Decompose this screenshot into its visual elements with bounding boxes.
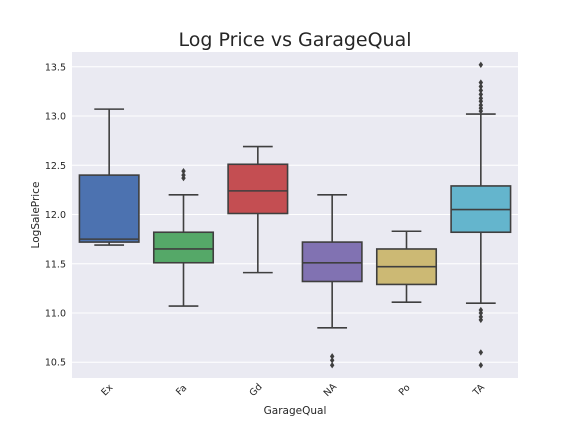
outlier-point (478, 349, 484, 356)
x-axis-label: GarageQual (264, 405, 327, 417)
box-ex (78, 108, 140, 246)
x-tick-label: Ex (99, 382, 115, 398)
outlier-point (478, 101, 484, 109)
boxes (78, 61, 512, 369)
chart-title: Log Price vs GarageQual (178, 29, 411, 51)
x-tick-label: NA (322, 381, 340, 399)
box-gd (227, 145, 289, 274)
outlier-point (478, 91, 484, 98)
outlier-point (478, 313, 484, 321)
x-tick-label: Po (397, 382, 413, 398)
y-tick-label: 11.5 (45, 259, 66, 270)
box-na (301, 194, 363, 369)
outlier-point (181, 167, 186, 175)
y-tick-label: 12.0 (45, 210, 66, 221)
iqr-box (227, 163, 289, 215)
outlier-point (478, 306, 484, 314)
box-ta (450, 61, 512, 369)
y-tick-label: 11.0 (45, 308, 66, 319)
outlier-point (181, 171, 186, 179)
x-tick-label: TA (470, 382, 487, 399)
outlier-point (329, 353, 335, 360)
y-tick-labels: 10.5 11.0 11.5 12.0 12.5 13.0 13.5 (45, 62, 66, 368)
outlier-point (478, 79, 484, 86)
outlier-point (478, 95, 484, 102)
x-tick-label: Fa (174, 383, 189, 398)
outlier-point (478, 83, 484, 90)
iqr-box (78, 174, 140, 243)
x-tick-label: Gd (247, 382, 264, 399)
y-tick-label: 13.5 (45, 62, 66, 73)
iqr-box (301, 241, 363, 283)
box-fa (152, 167, 215, 307)
iqr-box (152, 231, 215, 264)
y-tick-label: 12.5 (45, 161, 66, 172)
outlier-point (329, 361, 335, 369)
outlier-point (478, 361, 484, 369)
outlier-point (478, 87, 484, 94)
box-po (375, 230, 438, 303)
y-tick-label: 13.0 (45, 112, 66, 123)
grid (72, 66, 518, 363)
x-tick-labels: Ex Fa Gd NA Po TA (99, 381, 487, 399)
y-tick-label: 10.5 (45, 358, 66, 369)
outlier-point (329, 357, 335, 364)
y-axis-label: LogSalePrice (30, 182, 42, 249)
outlier-point (478, 61, 484, 69)
